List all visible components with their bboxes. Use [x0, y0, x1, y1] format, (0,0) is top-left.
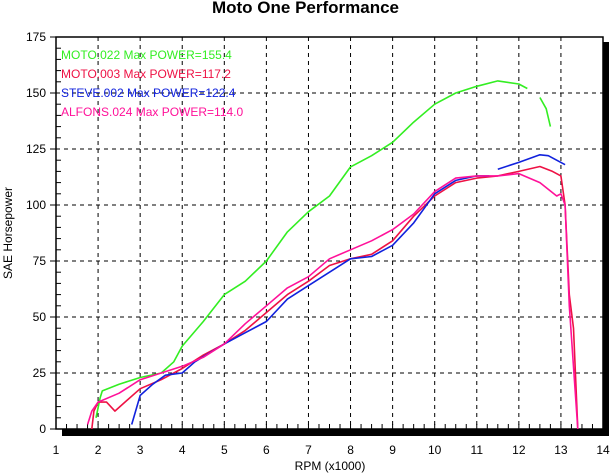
x-tick-label: 4 [179, 443, 186, 457]
frame-shadow-right [603, 42, 609, 436]
legend-entry: ALFONS.024 Max POWER=114.0 [61, 105, 244, 119]
legend-entry: STEVE.002 Max POWER=122.4 [61, 86, 236, 100]
x-tick-label: 1 [53, 443, 60, 457]
x-axis-label: RPM (x1000) [295, 459, 366, 473]
x-tick-label: 9 [389, 443, 396, 457]
y-tick-label: 175 [26, 30, 46, 44]
y-tick-label: 75 [33, 254, 47, 268]
y-axis-label: SAE Horsepower [1, 187, 15, 279]
x-tick-label: 8 [347, 443, 354, 457]
x-tick-label: 5 [221, 443, 228, 457]
x-tick-label: 13 [554, 443, 568, 457]
x-tick-label: 6 [263, 443, 270, 457]
x-tick-label: 2 [95, 443, 102, 457]
x-tick-label: 14 [596, 443, 610, 457]
chart-title: Moto One Performance [211, 0, 400, 17]
x-tick-label: 12 [512, 443, 526, 457]
x-tick-label: 3 [137, 443, 144, 457]
legend-entry: MOTO.003 Max POWER=117.2 [61, 67, 231, 81]
x-tick-label: 10 [428, 443, 442, 457]
y-tick-label: 125 [26, 142, 46, 156]
y-tick-label: 0 [39, 422, 46, 436]
y-tick-label: 100 [26, 198, 46, 212]
frame-shadow-bottom [62, 429, 609, 436]
plot-area [55, 36, 604, 430]
x-tick-label: 7 [305, 443, 312, 457]
series-line-steve-002 [130, 154, 566, 425]
x-tick-label: 11 [471, 443, 484, 457]
legend-entry: MOTO.022 Max POWER=155.4 [61, 48, 232, 62]
y-tick-label: 50 [33, 310, 47, 324]
y-tick-label: 25 [33, 366, 47, 380]
series-line-moto-003 [91, 165, 579, 430]
y-tick-label: 150 [26, 86, 46, 100]
series-line-moto-022 [95, 80, 552, 418]
series-line-alfons-024 [86, 172, 579, 430]
